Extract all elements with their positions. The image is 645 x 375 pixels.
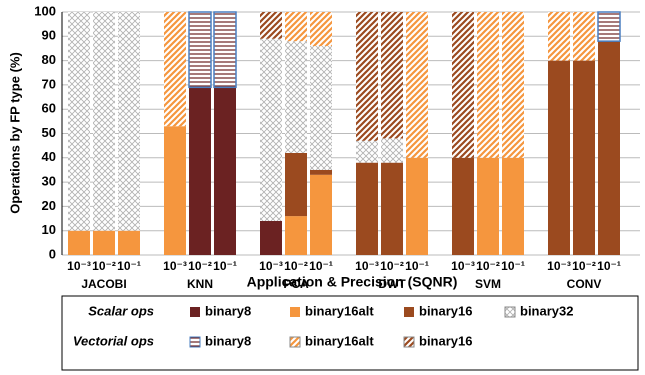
x-tick-label: 10⁻² xyxy=(92,259,116,273)
group-label: JACOBI xyxy=(81,277,126,291)
bar-segment xyxy=(189,87,211,255)
bar-segment xyxy=(310,12,332,47)
y-tick-label: 70 xyxy=(42,76,56,91)
x-tick-label: 10⁻¹ xyxy=(405,259,429,273)
legend-box xyxy=(61,295,639,371)
legend-swatch xyxy=(403,336,415,348)
x-tick-label: 10⁻² xyxy=(284,259,308,273)
bar-segment xyxy=(93,230,115,255)
legend-label: binary16 xyxy=(419,303,472,318)
bar-segment xyxy=(285,41,307,153)
bar-segment xyxy=(164,12,186,127)
legend-swatch xyxy=(189,336,201,348)
bar-segment xyxy=(310,46,332,170)
bar-segment xyxy=(452,12,474,158)
legend-label: binary8 xyxy=(205,333,251,348)
bar-segment xyxy=(164,126,186,256)
bar-segment xyxy=(93,12,115,231)
x-tick-label: 10⁻¹ xyxy=(501,259,525,273)
bar-segment xyxy=(502,157,524,255)
legend-label: binary16alt xyxy=(305,303,374,318)
bar-segment xyxy=(260,38,282,221)
bar-segment xyxy=(381,138,403,163)
legend-row-label: Scalar ops xyxy=(88,303,154,318)
bar-segment xyxy=(285,152,307,217)
y-tick-label: 30 xyxy=(42,174,56,189)
bar-segment xyxy=(573,60,595,255)
legend-label: binary16 xyxy=(419,333,472,348)
y-tick-label: 60 xyxy=(42,101,56,116)
bar-segment xyxy=(381,162,403,255)
y-tick-label: 0 xyxy=(49,246,56,261)
bar-segment xyxy=(502,12,524,158)
bar-segment xyxy=(310,169,332,175)
x-tick-label: 10⁻³ xyxy=(67,259,91,273)
x-tick-label: 10⁻² xyxy=(476,259,500,273)
bar-segment xyxy=(285,216,307,255)
legend-swatch xyxy=(190,307,200,317)
legend-label: binary8 xyxy=(205,303,251,318)
bar-segment xyxy=(477,12,499,158)
group-label: CONV xyxy=(567,277,602,291)
bar-segment xyxy=(381,12,403,139)
group-label: KNN xyxy=(187,277,213,291)
y-tick-label: 20 xyxy=(42,198,56,213)
bar-segment xyxy=(598,41,620,255)
y-tick-label: 90 xyxy=(42,28,56,43)
bar-segment xyxy=(118,230,140,255)
bar-segment xyxy=(285,12,307,42)
x-tick-label: 10⁻³ xyxy=(163,259,187,273)
bar-segment xyxy=(452,157,474,255)
bar-segment xyxy=(573,12,595,61)
x-tick-label: 10⁻³ xyxy=(547,259,571,273)
y-tick-label: 80 xyxy=(42,52,56,67)
x-tick-label: 10⁻³ xyxy=(259,259,283,273)
x-tick-label: 10⁻² xyxy=(380,259,404,273)
bar-segment xyxy=(260,12,282,39)
x-tick-label: 10⁻¹ xyxy=(117,259,141,273)
bar-segment xyxy=(213,11,237,89)
bar-segment xyxy=(214,87,236,255)
bar-segment xyxy=(548,12,570,61)
legend-label: binary32 xyxy=(520,303,573,318)
bar-segment xyxy=(356,140,378,163)
bar-segment xyxy=(548,60,570,255)
y-tick-label: 50 xyxy=(42,125,56,140)
bar-segment xyxy=(118,12,140,231)
bar-segment xyxy=(356,162,378,255)
bar-segment xyxy=(356,12,378,141)
x-tick-label: 10⁻³ xyxy=(355,259,379,273)
x-tick-label: 10⁻² xyxy=(572,259,596,273)
bar-segment xyxy=(597,11,621,42)
bar-segment xyxy=(310,174,332,255)
legend-row-label: Vectorial ops xyxy=(73,333,154,348)
group-label: SVM xyxy=(475,277,501,291)
x-tick-label: 10⁻¹ xyxy=(213,259,237,273)
x-tick-label: 10⁻³ xyxy=(451,259,475,273)
legend-swatch xyxy=(290,307,300,317)
legend-swatch xyxy=(504,306,516,318)
legend-swatch xyxy=(404,307,414,317)
x-tick-label: 10⁻¹ xyxy=(597,259,621,273)
bar-segment xyxy=(188,11,212,89)
legend-swatch xyxy=(289,336,301,348)
y-tick-label: 100 xyxy=(34,3,56,18)
bar-segment xyxy=(406,157,428,255)
y-axis-label: Operations by FP type (%) xyxy=(7,52,22,214)
legend-label: binary16alt xyxy=(305,333,374,348)
x-tick-label: 10⁻² xyxy=(188,259,212,273)
group-label: PCA xyxy=(283,277,309,291)
bar-segment xyxy=(406,12,428,158)
x-axis-label: Application & Precision (SQNR) xyxy=(247,274,458,290)
group-label: DWT xyxy=(378,277,406,291)
y-tick-label: 40 xyxy=(42,149,56,164)
bar-segment xyxy=(477,157,499,255)
bar-segment xyxy=(260,220,282,255)
bar-segment xyxy=(68,12,90,231)
x-tick-label: 10⁻¹ xyxy=(309,259,333,273)
y-tick-label: 10 xyxy=(42,222,56,237)
bar-segment xyxy=(68,230,90,255)
